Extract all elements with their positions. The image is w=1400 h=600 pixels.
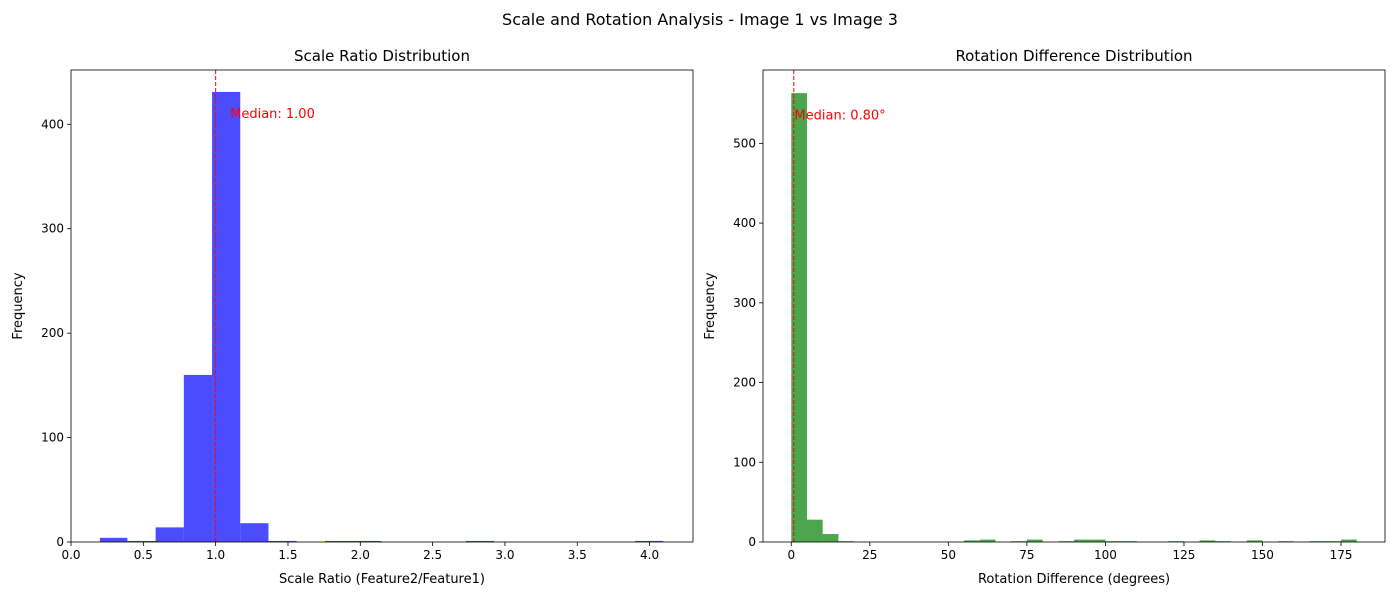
y-tick-label: 400 [41,117,64,131]
x-tick-label: 100 [1094,548,1117,562]
histogram-bar [240,523,269,542]
histogram-bar [1026,539,1043,542]
histogram-bar [127,540,156,542]
histogram-bar [155,527,184,542]
axes-frame [70,69,694,543]
figure-title: Scale and Rotation Analysis - Image 1 vs… [502,10,898,29]
x-tick-label: 3.0 [495,548,514,562]
x-axis-label: Rotation Difference (degrees) [978,572,1170,587]
x-tick-label: 0 [787,548,795,562]
x-tick-label: 4.0 [640,548,659,562]
chart-title: Rotation Difference Distribution [955,47,1192,65]
y-tick-label: 200 [41,326,64,340]
x-tick-label: 0.5 [134,548,153,562]
median-label: Median: 1.00 [230,107,315,122]
histogram-bar [268,540,297,542]
x-tick-label: 2.0 [351,548,370,562]
histogram-bar [1089,539,1106,542]
y-tick-label: 500 [733,136,756,150]
x-tick-label: 125 [1172,548,1195,562]
scale-ratio-panel: Median: 1.00 0.0 0.5 1.0 1.5 2.0 2.5 3.0 3.5 4.0 0… [11,47,694,587]
y-tick-label: 0 [748,535,756,549]
x-tick-label: 1.0 [206,548,225,562]
y-tick-label: 0 [56,535,64,549]
histogram-bar [979,539,996,542]
histogram-bar [183,374,213,542]
x-tick-label: 2.5 [423,548,442,562]
histogram-bar [353,540,382,542]
chart-title: Scale Ratio Distribution [294,47,470,65]
x-tick-label: 150 [1251,548,1274,562]
y-tick-label: 100 [733,455,756,469]
histogram-bar [1246,540,1263,542]
x-tick-label: 50 [941,548,956,562]
histogram-bar [465,540,495,542]
x-tick-label: 0.0 [61,548,80,562]
histogram-bar [1074,539,1090,542]
x-axis-label: Scale Ratio (Feature2/Feature1) [279,572,485,587]
x-tick-label: 25 [862,548,877,562]
histogram-bar [791,93,807,543]
histogram-bar [324,540,354,542]
y-tick-label: 400 [733,216,756,230]
y-tick-label: 100 [41,431,64,445]
x-tick-label: 75 [1019,548,1034,562]
x-tick-label: 3.5 [568,548,587,562]
y-tick-label: 300 [41,222,64,236]
histogram-bar [964,540,980,542]
histogram-bar [212,91,241,543]
x-tick-label: 1.5 [278,548,297,562]
y-axis-label: Frequency [703,272,718,339]
histogram-bar [806,519,823,542]
x-tick-label: 175 [1330,548,1353,562]
histogram-bar [822,534,839,542]
y-axis-label: Frequency [11,272,26,339]
histogram-bar [99,537,128,542]
histogram-bar [635,540,664,542]
y-tick-label: 200 [733,376,756,390]
histogram-bar [1199,540,1216,542]
rotation-difference-panel: Median: 0.80° 0 25 50 75 100 125 150 175 0 100 200 3… [703,47,1386,587]
y-tick-label: 300 [733,296,756,310]
axes-frame [762,69,1386,543]
median-label: Median: 0.80° [794,108,885,123]
histogram-bar [1341,539,1357,542]
